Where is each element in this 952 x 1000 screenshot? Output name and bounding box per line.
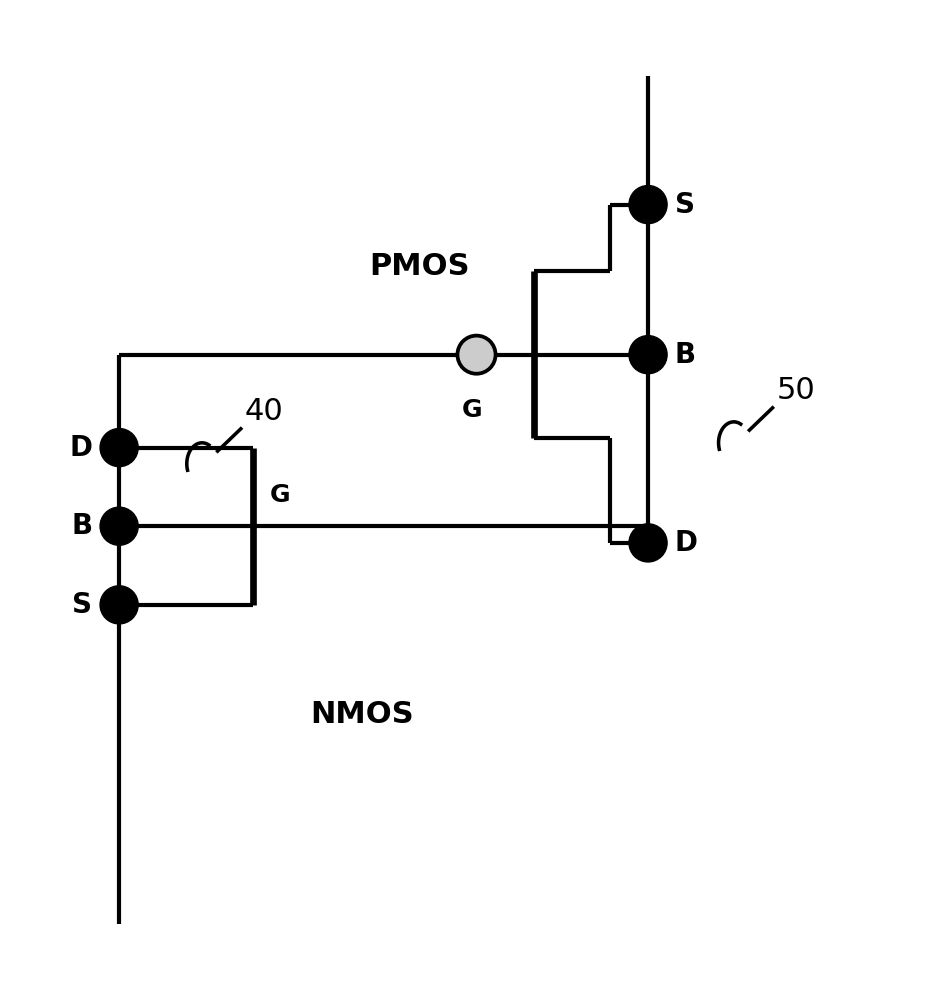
Text: 50: 50 xyxy=(776,376,815,405)
Text: S: S xyxy=(674,191,694,219)
Text: D: D xyxy=(674,529,697,557)
Text: NMOS: NMOS xyxy=(310,700,413,729)
Circle shape xyxy=(457,336,495,374)
Text: D: D xyxy=(69,434,92,462)
Circle shape xyxy=(100,586,138,624)
Text: G: G xyxy=(461,398,482,422)
Circle shape xyxy=(100,429,138,467)
Circle shape xyxy=(628,336,666,374)
Text: G: G xyxy=(269,483,290,507)
Circle shape xyxy=(628,524,666,562)
Text: PMOS: PMOS xyxy=(368,252,469,281)
Text: B: B xyxy=(674,341,695,369)
Text: S: S xyxy=(72,591,92,619)
Text: 40: 40 xyxy=(245,397,284,426)
Text: B: B xyxy=(71,512,92,540)
Circle shape xyxy=(628,186,666,224)
Circle shape xyxy=(100,507,138,545)
